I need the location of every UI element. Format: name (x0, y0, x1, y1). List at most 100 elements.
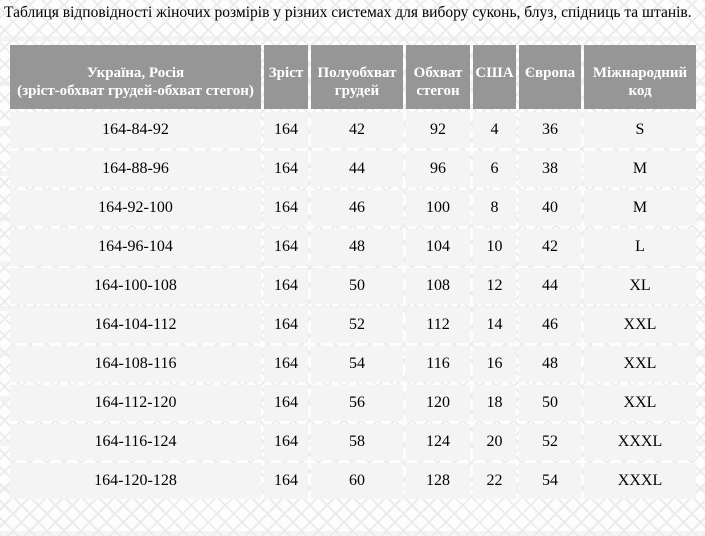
column-header: Україна, Росія (зріст-обхват грудей-обхва… (10, 45, 261, 109)
table-cell: 100 (406, 190, 470, 226)
table-row: 164-92-100 164 46 100 8 40 M (10, 190, 696, 226)
table-cell: XL (584, 268, 696, 304)
table-cell: 16 (473, 346, 516, 382)
table-cell: XXL (584, 346, 696, 382)
table-cell: 164 (264, 385, 308, 421)
table-cell: 164-96-104 (10, 229, 261, 265)
table-cell: 10 (473, 229, 516, 265)
table-cell: 12 (473, 268, 516, 304)
table-cell: 124 (406, 424, 470, 460)
table-row: 164-120-128 164 60 128 22 54 XXXL (10, 463, 696, 499)
header-row: Україна, Росія (зріст-обхват грудей-обхва… (10, 45, 696, 109)
column-header: Полуобхват грудей (311, 45, 403, 109)
column-header: Обхват стегон (406, 45, 470, 109)
table-cell: 164 (264, 112, 308, 148)
table-cell: 14 (473, 307, 516, 343)
table-row: 164-84-92 164 42 92 4 36 S (10, 112, 696, 148)
table-row: 164-100-108 164 50 108 12 44 XL (10, 268, 696, 304)
table-cell: M (584, 190, 696, 226)
size-correspondence-table: Україна, Росія (зріст-обхват грудей-обхва… (7, 42, 699, 502)
table-cell: 164-116-124 (10, 424, 261, 460)
table-cell: 164-104-112 (10, 307, 261, 343)
table-cell: 92 (406, 112, 470, 148)
table-cell: 104 (406, 229, 470, 265)
table-cell: 54 (311, 346, 403, 382)
table-cell: 164 (264, 307, 308, 343)
column-header: Зріст (264, 45, 308, 109)
column-header-line: Полуобхват (317, 65, 397, 81)
table-cell: 164-88-96 (10, 151, 261, 187)
table-cell: 96 (406, 151, 470, 187)
table-cell: 56 (311, 385, 403, 421)
table-cell: 54 (519, 463, 581, 499)
column-header-line: США (475, 65, 514, 81)
table-cell: 164-100-108 (10, 268, 261, 304)
table-cell: 42 (311, 112, 403, 148)
table-cell: 50 (311, 268, 403, 304)
column-header-line: Європа (524, 65, 576, 81)
column-header-line: грудей (334, 83, 380, 99)
table-cell: 52 (311, 307, 403, 343)
table-cell: 42 (519, 229, 581, 265)
table-cell: 40 (519, 190, 581, 226)
table-cell: 164 (264, 463, 308, 499)
column-header-line: стегон (416, 83, 460, 99)
table-cell: 164-120-128 (10, 463, 261, 499)
column-header: Міжнародний код (584, 45, 696, 109)
table-cell: 128 (406, 463, 470, 499)
table-row: 164-116-124 164 58 124 20 52 XXXL (10, 424, 696, 460)
table-row: 164-88-96 164 44 96 6 38 M (10, 151, 696, 187)
table-cell: 44 (311, 151, 403, 187)
column-header-line: Зріст (268, 65, 304, 81)
column-header: Європа (519, 45, 581, 109)
table-row: 164-108-116 164 54 116 16 48 XXL (10, 346, 696, 382)
table-cell: 38 (519, 151, 581, 187)
table-cell: 46 (519, 307, 581, 343)
table-cell: 112 (406, 307, 470, 343)
page-title: Таблиця відповідності жіночих розмірів у… (4, 4, 692, 21)
column-header-line: Україна, Росія (86, 65, 185, 81)
table-cell: 164 (264, 424, 308, 460)
table-row: 164-112-120 164 56 120 18 50 XXL (10, 385, 696, 421)
table-cell: L (584, 229, 696, 265)
table-cell: 48 (311, 229, 403, 265)
table-cell: 164 (264, 190, 308, 226)
table-cell: 4 (473, 112, 516, 148)
table-cell: XXXL (584, 424, 696, 460)
table-row: 164-96-104 164 48 104 10 42 L (10, 229, 696, 265)
column-header-line: код (628, 83, 652, 99)
table-cell: 22 (473, 463, 516, 499)
table-cell: 164 (264, 229, 308, 265)
table-cell: 44 (519, 268, 581, 304)
table-cell: 164-108-116 (10, 346, 261, 382)
table-cell: 164-84-92 (10, 112, 261, 148)
column-header-line: (зріст-обхват грудей-обхват стегон) (17, 83, 254, 99)
table-cell: XXL (584, 307, 696, 343)
table-body: 164-84-92 164 42 92 4 36 S 164-88-96 164 44 96 6 38 M… (10, 112, 696, 499)
table-cell: 8 (473, 190, 516, 226)
table-cell: 52 (519, 424, 581, 460)
table-cell: 46 (311, 190, 403, 226)
table-cell: 50 (519, 385, 581, 421)
table-cell: 6 (473, 151, 516, 187)
table-cell: 48 (519, 346, 581, 382)
table-cell: S (584, 112, 696, 148)
column-header-line: Міжнародний (592, 65, 688, 81)
table-row: 164-104-112 164 52 112 14 46 XXL (10, 307, 696, 343)
table-cell: 108 (406, 268, 470, 304)
table-cell: 164 (264, 346, 308, 382)
table-cell: 116 (406, 346, 470, 382)
table-cell: 20 (473, 424, 516, 460)
table-cell: 164-112-120 (10, 385, 261, 421)
column-header: США (473, 45, 516, 109)
table-cell: 120 (406, 385, 470, 421)
table-cell: XXXL (584, 463, 696, 499)
table-cell: 58 (311, 424, 403, 460)
table-cell: 60 (311, 463, 403, 499)
column-header-line: Обхват (413, 65, 463, 81)
table-head: Україна, Росія (зріст-обхват грудей-обхва… (10, 45, 696, 109)
table-cell: 164 (264, 268, 308, 304)
table-cell: 164-92-100 (10, 190, 261, 226)
table-cell: 18 (473, 385, 516, 421)
